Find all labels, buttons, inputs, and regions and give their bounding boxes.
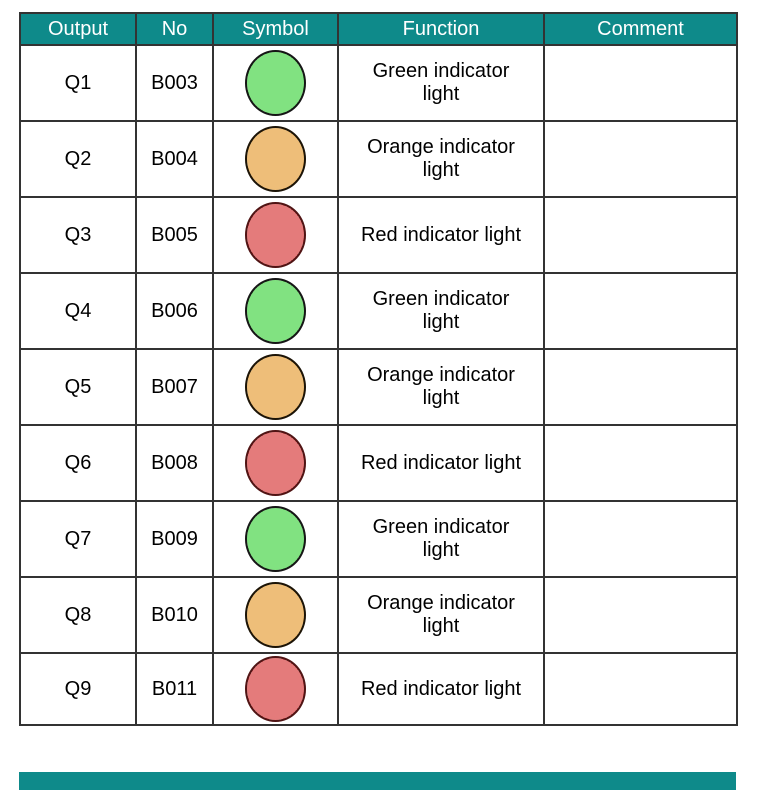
output-cell: Q5 bbox=[19, 348, 137, 426]
output-cell: Q8 bbox=[19, 576, 137, 654]
comment-cell bbox=[543, 44, 738, 122]
function-cell: Red indicator light bbox=[337, 652, 545, 726]
block-number-cell: B008 bbox=[135, 424, 214, 502]
symbol-cell bbox=[212, 196, 339, 274]
output-cell: Q7 bbox=[19, 500, 137, 578]
table-row: Q5 B007 Orange indicator light bbox=[19, 348, 738, 426]
block-number-cell: B004 bbox=[135, 120, 214, 198]
comment-cell bbox=[543, 576, 738, 654]
table-row: Q1 B003 Green indicator light bbox=[19, 44, 738, 122]
comment-cell bbox=[543, 348, 738, 426]
block-number-cell: B010 bbox=[135, 576, 214, 654]
function-cell: Green indicator light bbox=[337, 500, 545, 578]
column-header-function: Function bbox=[337, 12, 545, 46]
table-row: Q3 B005 Red indicator light bbox=[19, 196, 738, 274]
symbol-cell bbox=[212, 500, 339, 578]
symbol-cell bbox=[212, 44, 339, 122]
table-row: Q9 B011 Red indicator light bbox=[19, 652, 738, 726]
comment-cell bbox=[543, 500, 738, 578]
function-cell: Green indicator light bbox=[337, 44, 545, 122]
next-table-header-partial bbox=[19, 772, 736, 790]
table-row: Q4 B006 Green indicator light bbox=[19, 272, 738, 350]
orange-lamp-icon bbox=[245, 126, 306, 192]
output-connections-table: Output No Symbol Function Comment Q1 B00… bbox=[19, 12, 738, 726]
table-row: Q2 B004 Orange indicator light bbox=[19, 120, 738, 198]
function-cell: Red indicator light bbox=[337, 424, 545, 502]
block-number-cell: B005 bbox=[135, 196, 214, 274]
block-number-cell: B009 bbox=[135, 500, 214, 578]
orange-lamp-icon bbox=[245, 354, 306, 420]
block-number-cell: B007 bbox=[135, 348, 214, 426]
red-lamp-icon bbox=[245, 430, 306, 496]
block-number-cell: B011 bbox=[135, 652, 214, 726]
comment-cell bbox=[543, 196, 738, 274]
comment-cell bbox=[543, 120, 738, 198]
output-cell: Q2 bbox=[19, 120, 137, 198]
function-cell: Orange indicator light bbox=[337, 120, 545, 198]
function-cell: Orange indicator light bbox=[337, 576, 545, 654]
block-number-cell: B006 bbox=[135, 272, 214, 350]
output-cell: Q3 bbox=[19, 196, 137, 274]
column-header-comment: Comment bbox=[543, 12, 738, 46]
function-cell: Orange indicator light bbox=[337, 348, 545, 426]
table-row: Q6 B008 Red indicator light bbox=[19, 424, 738, 502]
symbol-cell bbox=[212, 424, 339, 502]
function-cell: Green indicator light bbox=[337, 272, 545, 350]
column-header-output: Output bbox=[19, 12, 137, 46]
comment-cell bbox=[543, 424, 738, 502]
symbol-cell bbox=[212, 272, 339, 350]
comment-cell bbox=[543, 652, 738, 726]
header-row: Output No Symbol Function Comment bbox=[19, 12, 738, 46]
table-row: Q8 B010 Orange indicator light bbox=[19, 576, 738, 654]
comment-cell bbox=[543, 272, 738, 350]
output-cell: Q6 bbox=[19, 424, 137, 502]
function-cell: Red indicator light bbox=[337, 196, 545, 274]
orange-lamp-icon bbox=[245, 582, 306, 648]
green-lamp-icon bbox=[245, 278, 306, 344]
green-lamp-icon bbox=[245, 50, 306, 116]
symbol-cell bbox=[212, 120, 339, 198]
red-lamp-icon bbox=[245, 202, 306, 268]
output-cell: Q4 bbox=[19, 272, 137, 350]
green-lamp-icon bbox=[245, 506, 306, 572]
red-lamp-icon bbox=[245, 656, 306, 722]
output-cell: Q9 bbox=[19, 652, 137, 726]
table-row: Q7 B009 Green indicator light bbox=[19, 500, 738, 578]
block-number-cell: B003 bbox=[135, 44, 214, 122]
symbol-cell bbox=[212, 576, 339, 654]
symbol-cell bbox=[212, 348, 339, 426]
column-header-no: No bbox=[135, 12, 214, 46]
column-header-symbol: Symbol bbox=[212, 12, 339, 46]
symbol-cell bbox=[212, 652, 339, 726]
output-cell: Q1 bbox=[19, 44, 137, 122]
